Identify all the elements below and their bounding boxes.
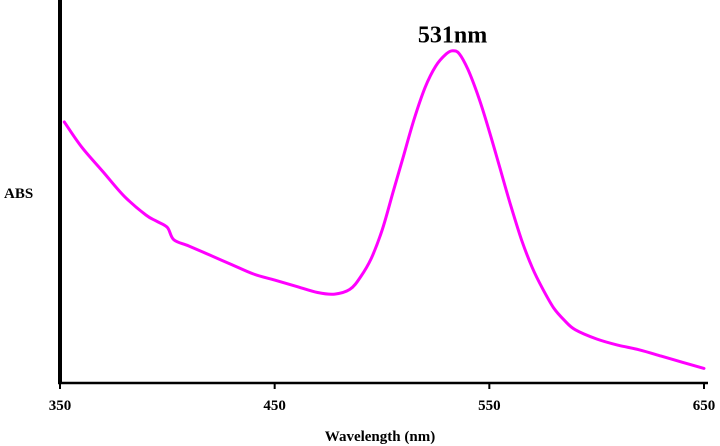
x-tick-label: 450 (263, 398, 286, 414)
absorbance-series-line (62, 49, 706, 370)
x-tick-label: 550 (478, 398, 501, 414)
y-axis-label: ABS (4, 186, 33, 202)
x-axis-label: Wavelength (nm) (325, 429, 435, 445)
x-tick-label: 650 (693, 398, 716, 414)
peak-annotation: 531nm (418, 23, 487, 49)
x-tick-label: 350 (49, 398, 72, 414)
x-ticks: 350 450 550 650 (49, 383, 716, 414)
